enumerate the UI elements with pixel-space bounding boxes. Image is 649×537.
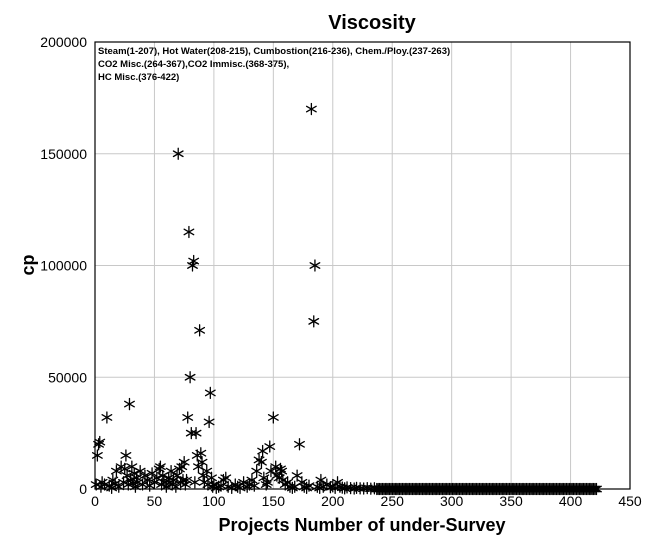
y-tick-label: 200000 bbox=[40, 34, 87, 50]
x-tick-label: 200 bbox=[321, 493, 345, 509]
y-tick-label: 150000 bbox=[40, 146, 87, 162]
data-point bbox=[101, 411, 113, 424]
x-tick-label: 400 bbox=[559, 493, 583, 509]
data-point bbox=[264, 440, 276, 453]
data-point bbox=[172, 147, 184, 160]
data-point bbox=[119, 462, 131, 476]
data-point bbox=[120, 449, 132, 462]
x-tick-label: 250 bbox=[381, 493, 405, 509]
data-point bbox=[261, 476, 273, 489]
grid-lines bbox=[95, 42, 630, 489]
data-point bbox=[309, 259, 321, 272]
x-tick-label: 50 bbox=[147, 493, 163, 509]
data-point bbox=[113, 480, 125, 493]
data-point bbox=[181, 473, 192, 487]
data-point bbox=[204, 386, 216, 400]
data-point bbox=[110, 464, 122, 478]
data-point bbox=[589, 482, 601, 496]
data-point bbox=[305, 102, 317, 116]
y-tick-label: 50000 bbox=[48, 369, 87, 385]
x-tick-label: 100 bbox=[202, 493, 226, 509]
data-point bbox=[251, 464, 263, 478]
data-point bbox=[185, 426, 197, 440]
annotation-block: Steam(1-207), Hot Water(208-215), Cumbos… bbox=[98, 46, 450, 83]
data-point bbox=[165, 464, 177, 478]
data-point bbox=[196, 456, 208, 469]
annotation-line-3: HC Misc.(376-422) bbox=[98, 72, 179, 83]
annotation-line-1: Steam(1-207), Hot Water(208-215), Cumbos… bbox=[98, 46, 450, 57]
data-point bbox=[107, 473, 119, 487]
data-point bbox=[194, 324, 206, 337]
x-tick-label: 450 bbox=[618, 493, 642, 509]
y-axis-label: cp bbox=[18, 254, 38, 275]
data-point bbox=[170, 480, 182, 493]
data-point bbox=[190, 426, 202, 440]
data-point bbox=[220, 471, 232, 484]
data-point bbox=[134, 464, 146, 478]
data-point bbox=[248, 479, 260, 492]
data-point bbox=[184, 371, 196, 384]
data-point bbox=[124, 397, 135, 411]
data-point bbox=[256, 456, 267, 469]
data-point bbox=[154, 460, 166, 473]
data-point bbox=[188, 254, 200, 268]
data-point bbox=[195, 447, 207, 460]
x-tick-label: 300 bbox=[440, 493, 464, 509]
x-tick-labels: 0 50 100 150 200 250 300 350 400 450 bbox=[91, 493, 642, 509]
x-tick-label: 150 bbox=[262, 493, 286, 509]
data-point bbox=[276, 464, 288, 478]
data-point bbox=[206, 471, 217, 484]
y-tick-label: 0 bbox=[79, 481, 87, 497]
data-point bbox=[265, 464, 277, 478]
y-tick-label: 100000 bbox=[40, 258, 87, 274]
data-point bbox=[182, 411, 194, 424]
annotation-line-2: CO2 Misc.(264-367),CO2 Immisc.(368-375), bbox=[98, 59, 289, 70]
data-point bbox=[203, 415, 215, 429]
data-point bbox=[267, 411, 279, 424]
data-point bbox=[315, 473, 327, 487]
x-tick-label: 350 bbox=[499, 493, 523, 509]
data-point bbox=[591, 482, 602, 496]
data-point bbox=[294, 438, 305, 451]
data-point bbox=[178, 456, 190, 469]
data-points bbox=[90, 102, 602, 496]
data-point bbox=[308, 315, 320, 328]
data-point bbox=[91, 449, 103, 462]
data-point bbox=[94, 435, 106, 449]
data-point bbox=[183, 225, 195, 239]
x-tick-label: 0 bbox=[91, 493, 99, 509]
data-point bbox=[189, 476, 201, 489]
x-axis-label: Projects Number of under-Survey bbox=[218, 515, 505, 535]
y-tick-labels: 0 50000 100000 150000 200000 bbox=[40, 34, 87, 497]
chart-title: Viscosity bbox=[328, 12, 416, 34]
